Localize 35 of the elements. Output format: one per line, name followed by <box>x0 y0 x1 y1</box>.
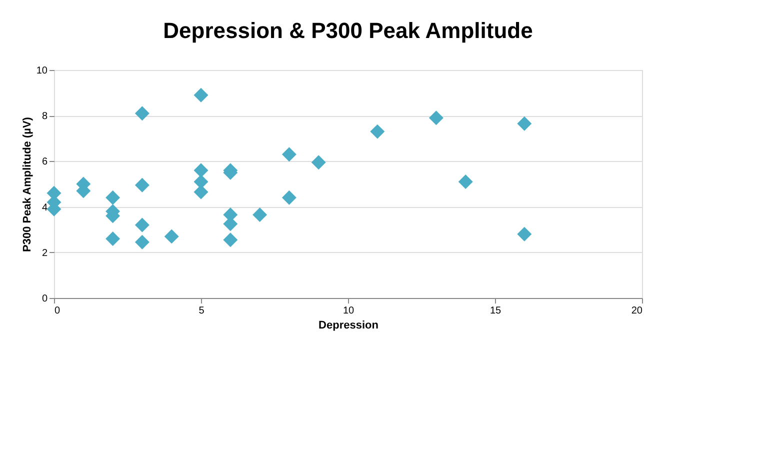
y-axis-title: P300 Peak Amplitude (µV) <box>21 116 34 252</box>
x-tick-label: 15 <box>490 306 502 316</box>
point <box>164 229 179 244</box>
point <box>194 174 208 189</box>
y-tick-label: 8 <box>42 111 48 122</box>
point <box>428 110 444 126</box>
x-axis-title: Depression <box>318 320 379 332</box>
point <box>134 218 150 232</box>
point <box>134 106 150 121</box>
point <box>106 190 120 205</box>
y-tick-label: 4 <box>42 202 48 214</box>
x-tick-label: 5 <box>198 306 205 316</box>
y-tick-label: 10 <box>36 66 48 76</box>
point <box>458 174 473 189</box>
point <box>194 184 208 200</box>
y-tick-label: 0 <box>42 294 48 304</box>
x-tick-label: 0 <box>54 306 60 316</box>
point <box>282 190 296 205</box>
point <box>134 178 150 192</box>
y-tick-label: 2 <box>42 248 48 259</box>
point <box>517 226 532 242</box>
point <box>194 163 208 178</box>
y-tick-label: 6 <box>42 156 48 168</box>
chart-title: Depression & P300 Peak Amplitude <box>163 18 533 43</box>
point <box>194 88 208 102</box>
point <box>311 155 326 170</box>
point <box>134 234 150 250</box>
point <box>106 231 120 246</box>
point <box>517 116 532 131</box>
point <box>252 208 268 222</box>
x-tick-label: 10 <box>342 306 354 316</box>
point <box>223 232 238 248</box>
point <box>370 124 385 139</box>
x-tick-label: 20 <box>631 306 643 316</box>
point <box>282 147 296 162</box>
